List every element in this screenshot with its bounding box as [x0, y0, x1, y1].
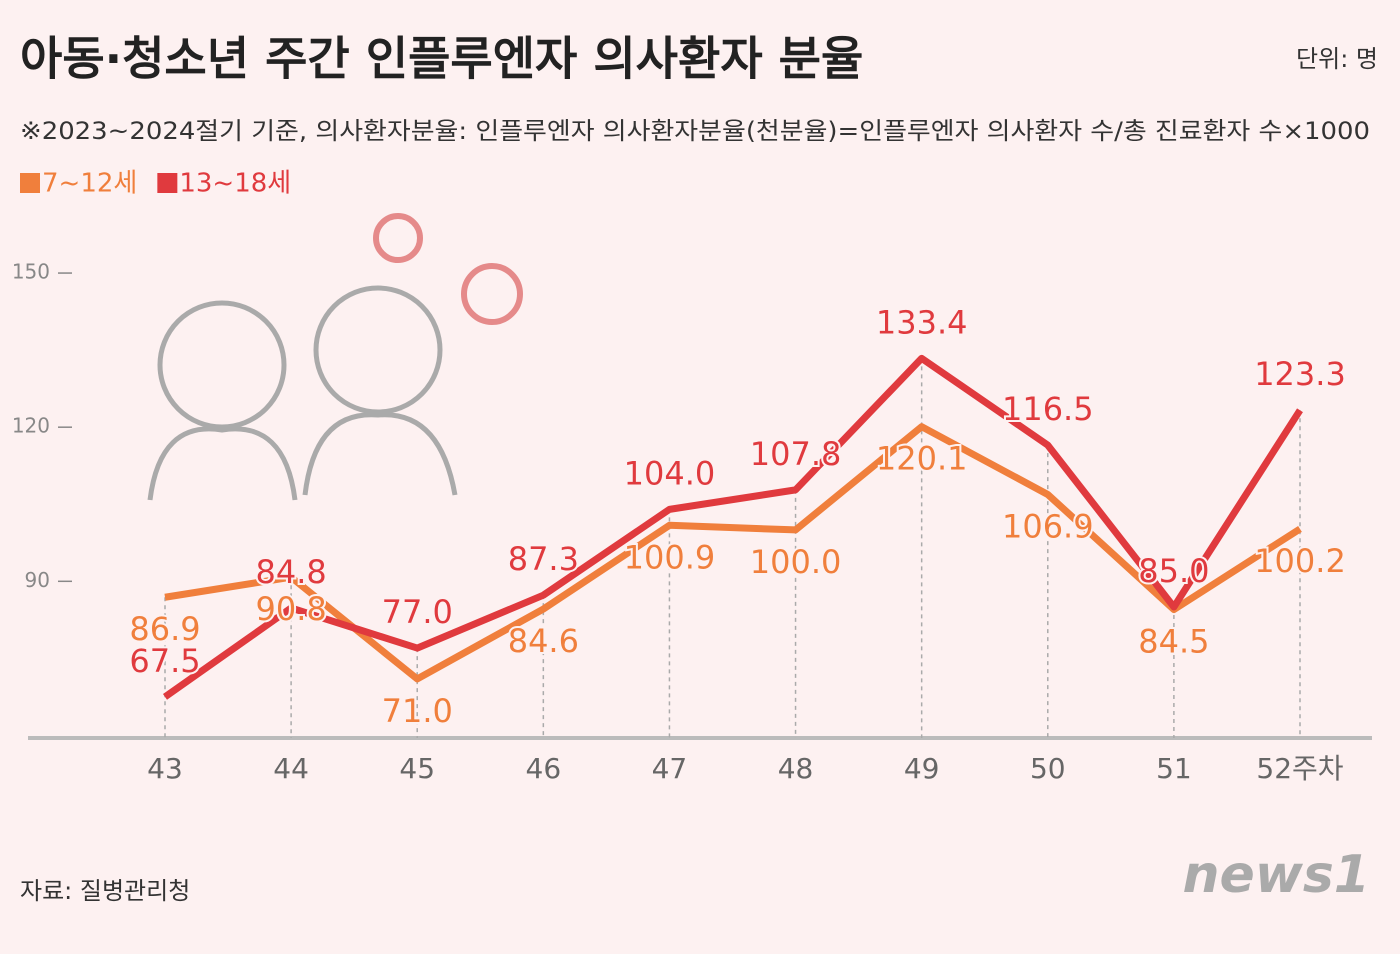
x-tick-label: 52주차: [1256, 752, 1343, 785]
x-tick-label: 49: [904, 752, 940, 785]
value-label: 106.9: [1002, 507, 1094, 545]
x-tick-label: 50: [1030, 752, 1066, 785]
x-tick-label: 45: [399, 752, 435, 785]
child-icon: [302, 412, 458, 496]
chart-title: 아동·청소년 주간 인플루엔자 의사환자 분율: [20, 32, 863, 86]
value-label: 100.9: [624, 538, 716, 576]
x-tick-label: 51: [1156, 752, 1192, 785]
y-tick-label: 150: [12, 260, 50, 284]
x-tick-label: 46: [526, 752, 562, 785]
series-line: [162, 354, 1303, 700]
value-label: 107.8: [750, 435, 842, 473]
value-label: 71.0: [382, 692, 453, 730]
child-icon: [157, 300, 287, 430]
value-label: 104.0: [624, 454, 716, 492]
unit-label: 단위: 명: [1296, 45, 1378, 73]
source: 자료: 질병관리청: [20, 877, 190, 905]
legend-swatch: [20, 173, 40, 193]
virus-icon: [461, 263, 523, 325]
value-label: 120.1: [876, 440, 968, 478]
legend-swatch: [157, 173, 178, 193]
illustration: [147, 213, 523, 501]
child-icon: [313, 285, 443, 415]
value-label: 85.0: [1138, 552, 1209, 590]
logo: news1: [1183, 845, 1370, 905]
virus-icon: [373, 213, 423, 263]
value-label: 86.9: [129, 610, 200, 648]
value-label: 67.5: [129, 642, 200, 680]
value-label: 116.5: [1002, 390, 1094, 428]
y-tick-label: 120: [12, 414, 50, 438]
value-label: 100.2: [1254, 542, 1346, 580]
value-label: 90.8: [255, 590, 326, 628]
value-label: 133.4: [876, 303, 968, 341]
legend-label: 7~12세: [42, 169, 137, 199]
subtitle: ※2023~2024절기 기준, 의사환자분율: 인플루엔자 의사환자분율(천분…: [20, 117, 1370, 145]
value-label: 84.8: [255, 553, 326, 591]
y-tick-label: 90: [25, 568, 50, 592]
value-label: 123.3: [1254, 355, 1346, 393]
value-label: 84.5: [1138, 623, 1209, 661]
child-icon: [147, 426, 298, 501]
value-label: 87.3: [508, 540, 579, 578]
value-label: 77.0: [382, 593, 453, 631]
x-tick-label: 43: [147, 752, 183, 785]
x-tick-label: 48: [778, 752, 814, 785]
legend-label: 13~18세: [179, 169, 291, 199]
value-label: 84.6: [508, 622, 579, 660]
value-label: 100.0: [750, 543, 842, 581]
x-tick-label: 44: [273, 752, 309, 785]
x-tick-label: 47: [652, 752, 688, 785]
